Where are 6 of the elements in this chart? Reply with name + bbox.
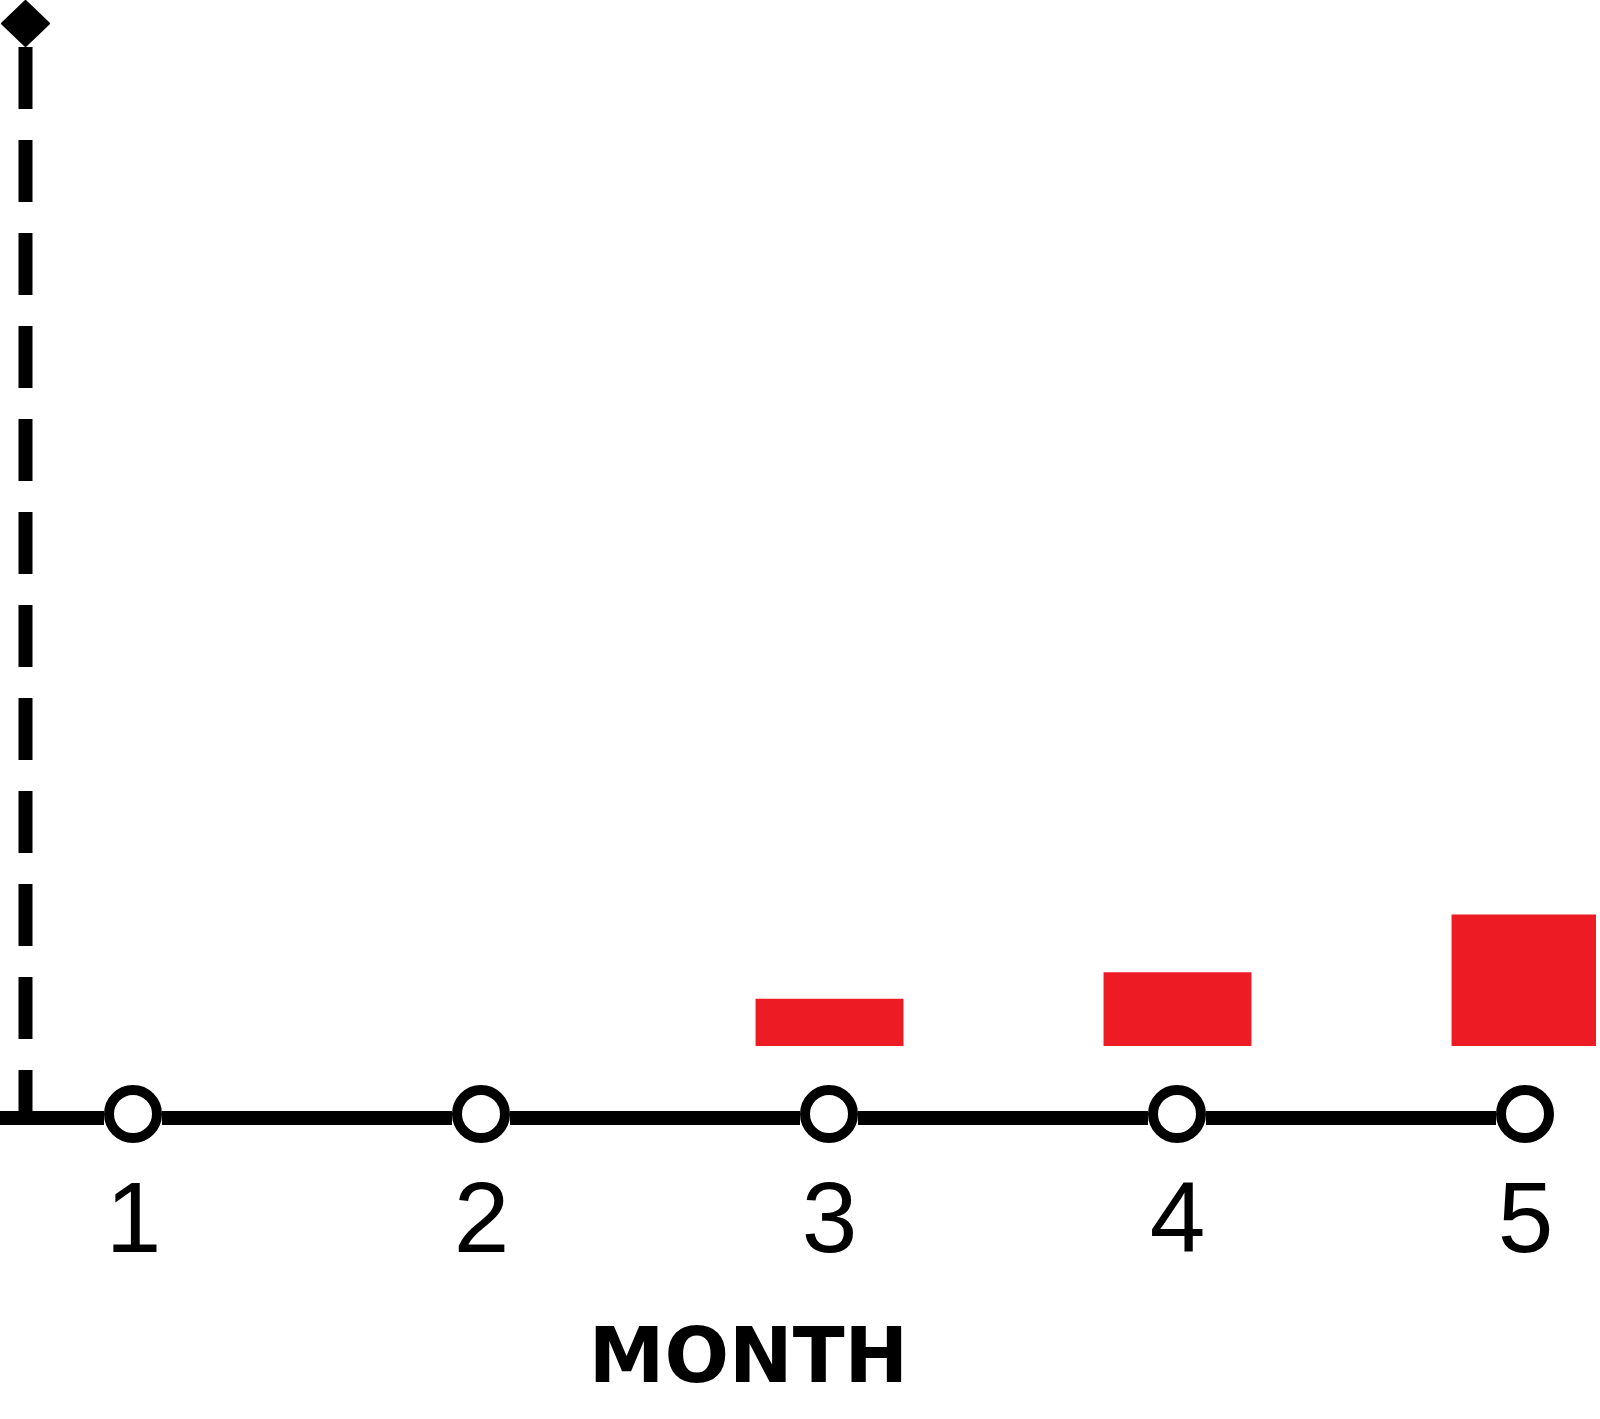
x-tick-label: 4 <box>1149 1160 1206 1273</box>
x-tick-label: 1 <box>105 1160 162 1273</box>
x-tick-label: 3 <box>801 1160 858 1273</box>
x-tick-label: 5 <box>1497 1160 1554 1273</box>
x-tick-label: 2 <box>453 1160 510 1273</box>
x-axis-title: MONTH <box>588 1310 909 1400</box>
